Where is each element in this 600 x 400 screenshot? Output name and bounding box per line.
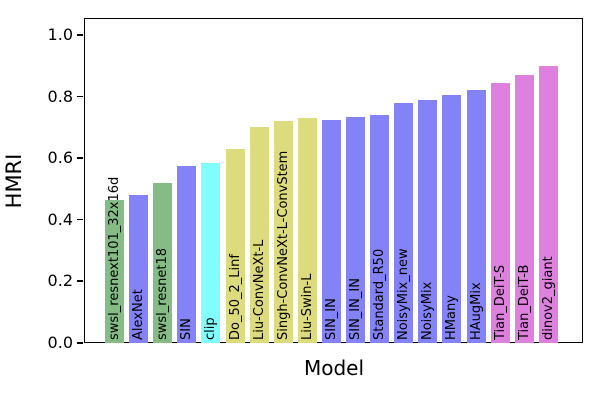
bar-label: Liu-Swin-L — [299, 273, 315, 340]
bar-label: SIN_IN_IN — [348, 278, 364, 340]
y-tick — [77, 34, 83, 36]
bar — [394, 102, 414, 343]
bar — [177, 165, 197, 343]
bar — [297, 118, 317, 343]
bar — [225, 148, 245, 343]
bar — [442, 95, 462, 343]
bar-label: HAugMix — [468, 282, 484, 340]
bar — [514, 75, 534, 343]
bar — [466, 90, 486, 343]
y-tick — [77, 157, 83, 159]
bar-label: Do_50_2_Linf — [227, 254, 243, 340]
bar — [129, 195, 149, 343]
bar-label: clip — [203, 317, 219, 340]
bar-label: Singh-ConvNeXt-L-ConvStem — [275, 150, 291, 340]
bar-label: SIN — [179, 318, 195, 340]
bar-label: Liu-ConvNeXt-L — [251, 239, 267, 340]
bar — [105, 199, 124, 343]
bar-label: Standard_R50 — [372, 248, 388, 340]
bar-label: swsl_resnet18 — [155, 248, 171, 340]
bar — [370, 115, 390, 343]
bar — [249, 127, 269, 343]
x-axis-label: Model — [303, 356, 365, 380]
y-tick — [77, 218, 83, 221]
bar-label: Tian_DeiT-B — [516, 264, 532, 340]
y-tick-label: 0.0 — [47, 333, 73, 352]
y-tick-label: 1.0 — [47, 25, 73, 44]
bar — [418, 99, 438, 343]
bar-label: swsl_resnext101_32x16d — [107, 176, 122, 340]
bar — [273, 121, 293, 343]
bar-label: HMany — [444, 295, 460, 340]
y-tick-label: 0.6 — [47, 148, 73, 168]
bar-label: SIN_IN — [323, 298, 339, 340]
y-tick-label: 0.4 — [47, 209, 73, 229]
bar — [201, 162, 221, 343]
y-tick — [77, 280, 83, 282]
bar-label: AlexNet — [131, 289, 147, 340]
bar-label: NoisyMix — [420, 281, 436, 340]
bar-label: NoisyMix_new — [396, 248, 412, 340]
y-axis-label: HMRI — [2, 153, 26, 209]
y-tick — [77, 95, 83, 98]
bar — [538, 65, 558, 343]
y-tick — [77, 342, 83, 344]
bar — [346, 116, 366, 343]
bar-label: Tian_DeiT-S — [492, 264, 508, 340]
bar-label: dinov2_giant — [540, 256, 556, 340]
bar — [490, 82, 510, 343]
y-tick-label: 0.8 — [47, 86, 73, 106]
bar — [153, 182, 173, 343]
y-tick-label: 0.2 — [47, 271, 73, 291]
bar — [321, 119, 341, 343]
